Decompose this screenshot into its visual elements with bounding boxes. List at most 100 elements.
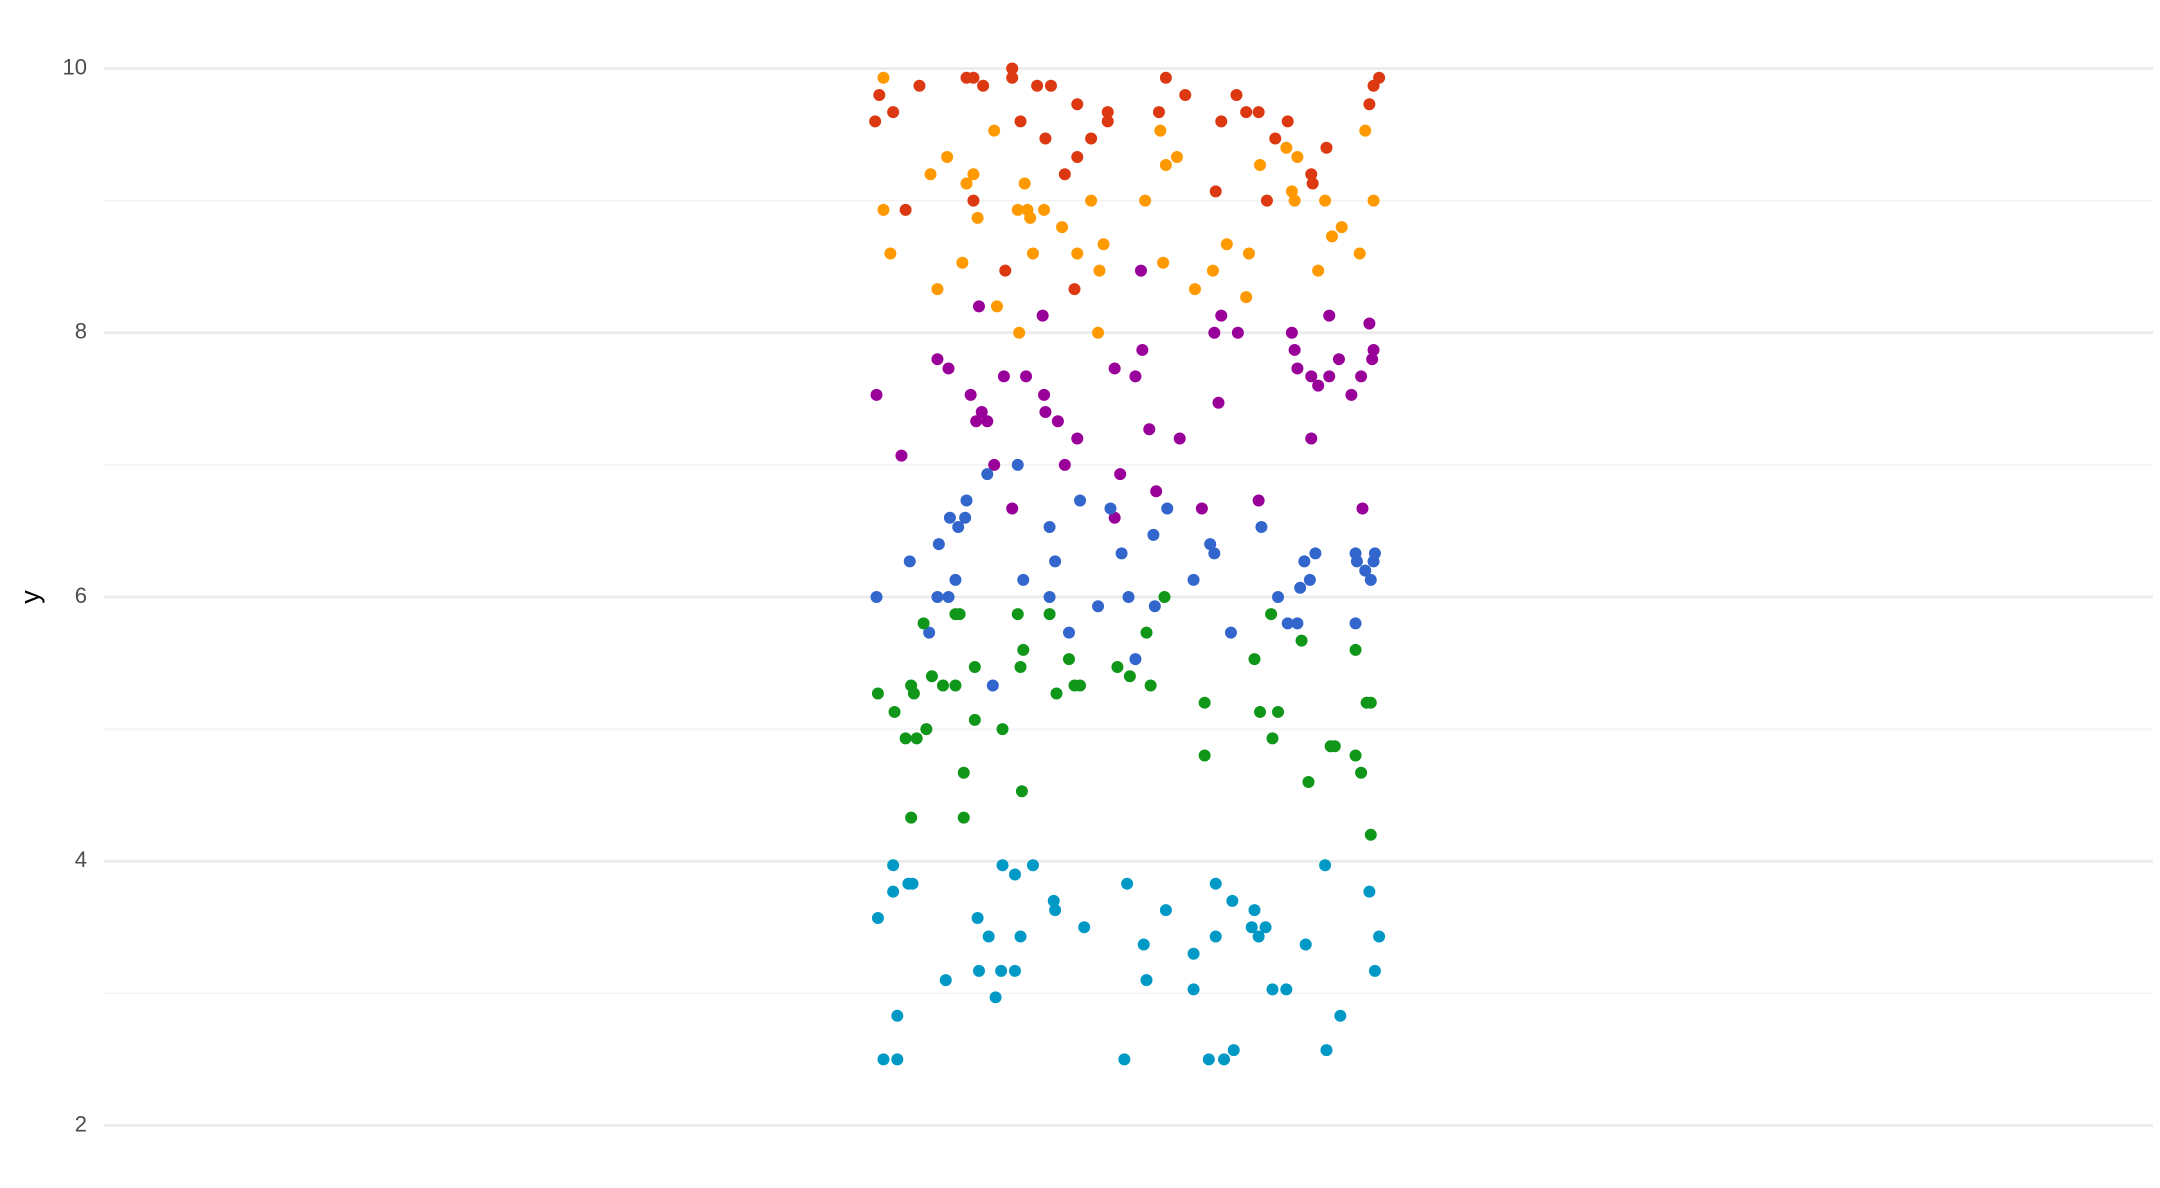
point bbox=[871, 687, 884, 700]
point bbox=[910, 732, 923, 745]
y-tick-label: 6 bbox=[75, 583, 87, 608]
point bbox=[1020, 370, 1033, 383]
point bbox=[1017, 573, 1030, 586]
point bbox=[1074, 494, 1087, 507]
point bbox=[1013, 326, 1026, 339]
point bbox=[1368, 547, 1381, 560]
point bbox=[1014, 661, 1027, 674]
y-tick-label: 10 bbox=[63, 54, 87, 79]
point bbox=[1078, 921, 1091, 934]
point bbox=[1240, 106, 1253, 119]
point bbox=[970, 415, 983, 428]
point bbox=[1356, 502, 1369, 515]
point bbox=[1015, 785, 1028, 798]
point bbox=[1281, 617, 1294, 630]
point bbox=[1173, 432, 1186, 445]
point bbox=[1355, 370, 1368, 383]
point bbox=[1252, 930, 1265, 943]
point bbox=[1373, 930, 1386, 943]
point bbox=[1373, 71, 1386, 84]
y-axis-label: y bbox=[15, 590, 45, 604]
point bbox=[1299, 938, 1312, 951]
point bbox=[1143, 423, 1156, 436]
point bbox=[964, 388, 977, 401]
point bbox=[1139, 194, 1152, 207]
point bbox=[1147, 528, 1160, 541]
point bbox=[967, 71, 980, 84]
point bbox=[913, 79, 926, 92]
point bbox=[888, 705, 901, 718]
point bbox=[1334, 1009, 1347, 1022]
point bbox=[956, 256, 969, 269]
point bbox=[1212, 396, 1225, 409]
point bbox=[1245, 921, 1258, 934]
point bbox=[887, 106, 900, 119]
point bbox=[923, 626, 936, 639]
point bbox=[1349, 643, 1362, 656]
point bbox=[1198, 749, 1211, 762]
point bbox=[1159, 158, 1172, 171]
point bbox=[1159, 904, 1172, 917]
point bbox=[1208, 326, 1221, 339]
point bbox=[960, 177, 973, 190]
point bbox=[1363, 98, 1376, 111]
point bbox=[1187, 573, 1200, 586]
point bbox=[1024, 211, 1037, 224]
point bbox=[1093, 264, 1106, 277]
point bbox=[1319, 859, 1332, 872]
point bbox=[982, 930, 995, 943]
point bbox=[1129, 653, 1142, 666]
point bbox=[1140, 626, 1153, 639]
point bbox=[1320, 141, 1333, 154]
point bbox=[1252, 106, 1265, 119]
point bbox=[1230, 88, 1243, 101]
point bbox=[1364, 828, 1377, 841]
point bbox=[1039, 132, 1052, 145]
point bbox=[1071, 151, 1084, 164]
point bbox=[871, 912, 884, 925]
point bbox=[1036, 309, 1049, 322]
point bbox=[981, 468, 994, 481]
point bbox=[1058, 168, 1071, 181]
point bbox=[1266, 732, 1279, 745]
point bbox=[1092, 326, 1105, 339]
point bbox=[899, 732, 912, 745]
point bbox=[1006, 502, 1019, 515]
point bbox=[1359, 564, 1372, 577]
point bbox=[1056, 221, 1069, 234]
point bbox=[942, 591, 955, 603]
point bbox=[1363, 317, 1376, 330]
point bbox=[1043, 591, 1056, 603]
point bbox=[1215, 309, 1228, 322]
point bbox=[931, 353, 944, 366]
point bbox=[1367, 194, 1380, 207]
point bbox=[931, 283, 944, 296]
point bbox=[906, 877, 919, 890]
point bbox=[1204, 538, 1217, 551]
point bbox=[1074, 679, 1087, 692]
point bbox=[899, 203, 912, 216]
point bbox=[884, 247, 897, 260]
point bbox=[1206, 264, 1219, 277]
point bbox=[1259, 921, 1272, 934]
y-tick-label: 4 bbox=[75, 847, 87, 872]
point bbox=[1209, 930, 1222, 943]
y-tick-label: 8 bbox=[75, 319, 87, 344]
point bbox=[997, 370, 1010, 383]
point bbox=[977, 79, 990, 92]
point bbox=[1252, 494, 1265, 507]
point bbox=[1071, 247, 1084, 260]
point bbox=[877, 1053, 890, 1066]
point bbox=[975, 406, 988, 419]
point bbox=[1215, 115, 1228, 128]
point bbox=[1108, 362, 1121, 375]
point bbox=[971, 211, 984, 224]
point bbox=[1140, 974, 1153, 987]
point bbox=[1312, 379, 1325, 392]
point bbox=[971, 912, 984, 925]
point bbox=[972, 300, 985, 313]
point bbox=[1008, 868, 1021, 881]
point bbox=[1272, 705, 1285, 718]
point bbox=[887, 885, 900, 898]
point bbox=[949, 679, 962, 692]
